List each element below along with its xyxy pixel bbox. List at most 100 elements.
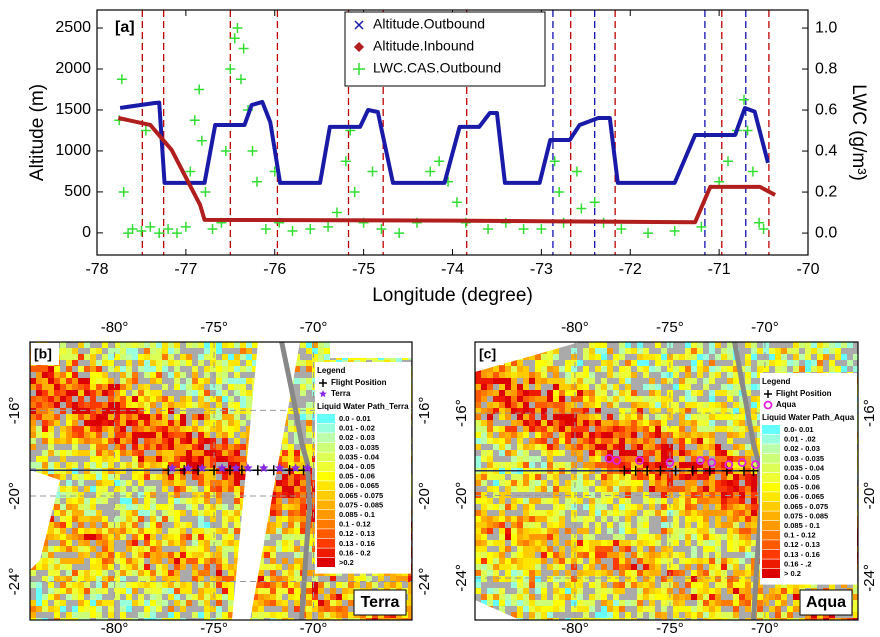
cloud-cell [625, 498, 631, 504]
cloud-cell [66, 348, 72, 354]
cloud-cell [655, 432, 661, 438]
cloud-cell [505, 570, 511, 576]
cloud-cell [733, 378, 739, 384]
cloud-cell [36, 414, 42, 420]
cloud-cell [583, 438, 589, 444]
cloud-cell [174, 372, 180, 378]
cloud-cell [96, 486, 102, 492]
cloud-cell [186, 588, 192, 594]
cloud-cell [114, 408, 120, 414]
cloud-cell [144, 540, 150, 546]
cloud-cell [679, 384, 685, 390]
cloud-cell [150, 612, 156, 618]
cloud-cell [42, 576, 48, 582]
cloud-cell [150, 516, 156, 522]
satellite-position [665, 458, 675, 467]
cloud-cell [234, 516, 240, 522]
cloud-cell [234, 480, 240, 486]
cloud-cell [517, 564, 523, 570]
cloud-cell [715, 480, 721, 486]
cloud-cell [126, 492, 132, 498]
cloud-cell [751, 498, 757, 504]
cloud-cell [30, 420, 36, 426]
cloud-cell [222, 378, 228, 384]
cloud-cell [493, 570, 499, 576]
cloud-cell [733, 486, 739, 492]
cloud-cell [613, 594, 619, 600]
cloud-cell [703, 612, 709, 618]
cloud-cell [697, 492, 703, 498]
cloud-cell [691, 474, 697, 480]
cloud-cell [42, 396, 48, 402]
cloud-cell [174, 516, 180, 522]
cloud-cell [685, 504, 691, 510]
cloud-cell [487, 372, 493, 378]
cloud-cell [360, 576, 366, 582]
cloud-cell [276, 486, 282, 492]
cloud-cell [517, 396, 523, 402]
cloud-cell [54, 396, 60, 402]
cloud-cell [637, 540, 643, 546]
cloud-cell [577, 420, 583, 426]
y-tick-label: 1000 [55, 142, 91, 159]
cloud-cell [186, 426, 192, 432]
legend-swatch [317, 548, 335, 558]
cloud-cell [270, 594, 276, 600]
cloud-cell [553, 570, 559, 576]
cloud-cell [240, 486, 246, 492]
cloud-cell [751, 510, 757, 516]
cloud-cell [144, 576, 150, 582]
cloud-cell [547, 354, 553, 360]
cloud-cell [661, 582, 667, 588]
cloud-cell [787, 618, 793, 620]
cloud-cell [174, 384, 180, 390]
cloud-cell [571, 594, 577, 600]
cloud-cell [132, 390, 138, 396]
cloud-cell [84, 408, 90, 414]
cloud-cell [48, 462, 54, 468]
cloud-cell [691, 576, 697, 582]
cloud-cell [198, 396, 204, 402]
cloud-cell [571, 552, 577, 558]
cloud-cell [126, 366, 132, 372]
cloud-cell [685, 516, 691, 522]
legend-swatch [317, 481, 335, 491]
cloud-cell [390, 582, 396, 588]
cloud-cell [487, 558, 493, 564]
cloud-cell [739, 432, 745, 438]
satellite-position [695, 456, 705, 465]
cloud-cell [324, 606, 330, 612]
cloud-cell [90, 438, 96, 444]
cloud-cell [547, 600, 553, 606]
cloud-cell [553, 540, 559, 546]
cloud-cell [264, 576, 270, 582]
cloud-cell [565, 366, 571, 372]
cloud-cell [300, 462, 306, 468]
cloud-cell [505, 534, 511, 540]
cloud-cell [222, 576, 228, 582]
cloud-cell [739, 558, 745, 564]
cloud-cell [697, 588, 703, 594]
cloud-cell [649, 354, 655, 360]
cloud-cell [120, 588, 126, 594]
cloud-cell [168, 606, 174, 612]
cloud-cell [162, 414, 168, 420]
cloud-cell [360, 618, 366, 620]
cloud-cell [108, 462, 114, 468]
cloud-cell [228, 444, 234, 450]
cloud-cell [222, 480, 228, 486]
cloud-cell [138, 576, 144, 582]
cloud-cell [216, 378, 222, 384]
cloud-cell [487, 528, 493, 534]
cloud-cell [126, 600, 132, 606]
cloud-cell [228, 606, 234, 612]
cloud-cell [481, 504, 487, 510]
cloud-cell [192, 594, 198, 600]
cloud-cell [517, 420, 523, 426]
cloud-cell [240, 474, 246, 480]
cloud-cell [42, 606, 48, 612]
cloud-cell [168, 558, 174, 564]
cloud-cell [72, 462, 78, 468]
cloud-cell [667, 576, 673, 582]
cloud-cell [204, 432, 210, 438]
